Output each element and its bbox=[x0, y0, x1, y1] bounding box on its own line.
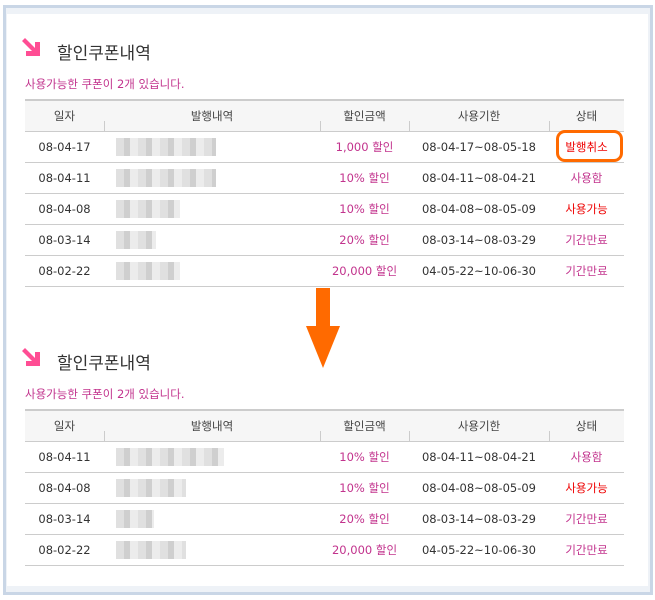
status-exp: 기간만료 bbox=[549, 534, 624, 566]
down-arrow-icon bbox=[306, 288, 340, 368]
discount-amount: 10% 할인 bbox=[320, 193, 409, 225]
table-row: 08-04-08 10% 할인 08-04-08~08-05-09 사용가능 bbox=[25, 193, 624, 225]
discount-amount: 20% 할인 bbox=[320, 503, 409, 535]
valid-period: 08-04-17~08-05-18 bbox=[409, 131, 549, 163]
table-header: 일자 발행내역 할인금액 사용기한 상태 bbox=[25, 99, 624, 132]
column-header: 일자 bbox=[25, 99, 104, 132]
column-header: 발행내역 bbox=[104, 409, 320, 442]
issue-date: 08-03-14 bbox=[25, 503, 104, 535]
status-used: 사용함 bbox=[549, 441, 624, 473]
coupon-table: 일자 발행내역 할인금액 사용기한 상태 08-04-11 10% 할인 08-04-1… bbox=[25, 409, 624, 566]
table-row: 08-02-22 20,000 할인 04-05-22~10-06-30 기간만… bbox=[25, 255, 624, 287]
issue-date: 08-02-22 bbox=[25, 534, 104, 566]
coupon-table: 일자 발행내역 할인금액 사용기한 상태 08-04-17 1,000 할인 08-04… bbox=[25, 99, 624, 287]
column-header: 사용기한 bbox=[409, 99, 549, 132]
column-header: 사용기한 bbox=[409, 409, 549, 442]
issue-description-blurred bbox=[104, 534, 320, 566]
valid-period: 08-04-08~08-05-09 bbox=[409, 193, 549, 225]
pink-arrow-icon bbox=[22, 348, 40, 366]
column-header: 상태 bbox=[549, 409, 624, 442]
table-row: 08-03-14 20% 할인 08-03-14~08-03-29 기간만료 bbox=[25, 503, 624, 535]
issue-description-blurred bbox=[104, 441, 320, 473]
column-header: 발행내역 bbox=[104, 99, 320, 132]
discount-amount: 1,000 할인 bbox=[320, 131, 409, 163]
table-row: 08-04-11 10% 할인 08-04-11~08-04-21 사용함 bbox=[25, 441, 624, 473]
issue-description-blurred bbox=[104, 193, 320, 225]
status-used: 사용함 bbox=[549, 162, 624, 194]
discount-amount: 10% 할인 bbox=[320, 441, 409, 473]
issue-description-blurred bbox=[104, 224, 320, 256]
issue-description-blurred bbox=[104, 255, 320, 287]
discount-amount: 20% 할인 bbox=[320, 224, 409, 256]
valid-period: 08-03-14~08-03-29 bbox=[409, 503, 549, 535]
discount-amount: 20,000 할인 bbox=[320, 534, 409, 566]
valid-period: 08-04-11~08-04-21 bbox=[409, 162, 549, 194]
status-exp: 기간만료 bbox=[549, 224, 624, 256]
issue-description-blurred bbox=[104, 503, 320, 535]
issue-date: 08-04-11 bbox=[25, 162, 104, 194]
issue-date: 08-02-22 bbox=[25, 255, 104, 287]
status-avail: 사용가능 bbox=[549, 472, 624, 504]
status-exp: 기간만료 bbox=[549, 503, 624, 535]
discount-amount: 10% 할인 bbox=[320, 472, 409, 504]
issue-description-blurred bbox=[104, 131, 320, 163]
column-header: 할인금액 bbox=[320, 409, 409, 442]
valid-period: 04-05-22~10-06-30 bbox=[409, 255, 549, 287]
table-row: 08-04-11 10% 할인 08-04-11~08-04-21 사용함 bbox=[25, 162, 624, 194]
valid-period: 08-03-14~08-03-29 bbox=[409, 224, 549, 256]
highlight-outline bbox=[556, 130, 623, 162]
valid-period: 04-05-22~10-06-30 bbox=[409, 534, 549, 566]
pink-arrow-icon bbox=[22, 38, 40, 56]
issue-date: 08-03-14 bbox=[25, 224, 104, 256]
section-title: 할인쿠폰내역 bbox=[57, 44, 151, 64]
issue-date: 08-04-08 bbox=[25, 472, 104, 504]
table-row: 08-03-14 20% 할인 08-03-14~08-03-29 기간만료 bbox=[25, 224, 624, 256]
discount-amount: 20,000 할인 bbox=[320, 255, 409, 287]
table-row: 08-04-08 10% 할인 08-04-08~08-05-09 사용가능 bbox=[25, 472, 624, 504]
table-row: 08-02-22 20,000 할인 04-05-22~10-06-30 기간만… bbox=[25, 534, 624, 566]
valid-period: 08-04-08~08-05-09 bbox=[409, 472, 549, 504]
column-header: 일자 bbox=[25, 409, 104, 442]
table-header: 일자 발행내역 할인금액 사용기한 상태 bbox=[25, 409, 624, 442]
available-coupons-text: 사용가능한 쿠폰이 2개 있습니다. bbox=[25, 387, 185, 401]
status-exp: 기간만료 bbox=[549, 255, 624, 287]
valid-period: 08-04-11~08-04-21 bbox=[409, 441, 549, 473]
issue-date: 08-04-11 bbox=[25, 441, 104, 473]
column-header: 상태 bbox=[549, 99, 624, 132]
issue-description-blurred bbox=[104, 472, 320, 504]
issue-date: 08-04-08 bbox=[25, 193, 104, 225]
issue-description-blurred bbox=[104, 162, 320, 194]
column-header: 할인금액 bbox=[320, 99, 409, 132]
discount-amount: 10% 할인 bbox=[320, 162, 409, 194]
available-coupons-text: 사용가능한 쿠폰이 2개 있습니다. bbox=[25, 77, 185, 91]
section-title: 할인쿠폰내역 bbox=[57, 354, 151, 374]
table-row: 08-04-17 1,000 할인 08-04-17~08-05-18 발행취소 bbox=[25, 131, 624, 163]
status-avail: 사용가능 bbox=[549, 193, 624, 225]
issue-date: 08-04-17 bbox=[25, 131, 104, 163]
